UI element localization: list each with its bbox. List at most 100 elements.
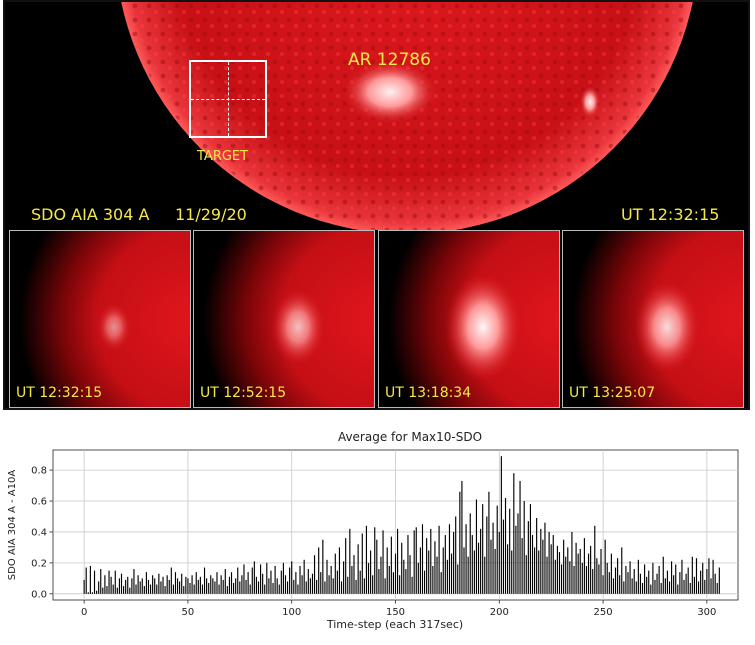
bar	[548, 531, 550, 594]
bar	[170, 567, 172, 594]
bar	[353, 555, 355, 594]
bar	[372, 575, 374, 594]
bar	[695, 558, 698, 594]
bar	[320, 572, 322, 594]
bar	[374, 527, 376, 594]
bar	[218, 584, 220, 594]
bar	[475, 499, 478, 594]
bar	[343, 561, 345, 594]
flare-brightening	[97, 303, 131, 351]
thumbnail-image	[379, 231, 559, 407]
bar	[251, 567, 253, 594]
y-axis-label: SDO AIA 304 A - A10A	[7, 470, 18, 581]
bar	[627, 572, 629, 594]
bar	[324, 581, 326, 594]
bar	[179, 581, 181, 594]
bar	[600, 548, 602, 594]
bar	[127, 576, 129, 594]
bar	[675, 564, 677, 594]
bar	[260, 564, 262, 594]
bar	[199, 576, 201, 594]
bar	[704, 579, 706, 594]
bar	[668, 581, 671, 594]
bar	[359, 570, 361, 594]
bar	[230, 572, 233, 594]
bar	[214, 581, 216, 594]
bar	[641, 582, 644, 594]
bar	[585, 565, 588, 594]
bar	[712, 559, 714, 594]
thumbnail-frame-1: UT 12:32:15	[9, 230, 191, 408]
bar	[681, 559, 683, 594]
bar	[176, 578, 179, 594]
bar	[718, 567, 720, 594]
bar	[664, 578, 666, 594]
x-tick-label: 0	[81, 607, 87, 618]
bar	[143, 586, 145, 594]
bar	[340, 581, 343, 594]
bar	[635, 581, 637, 594]
bar	[382, 530, 384, 594]
bar	[511, 550, 513, 594]
bar	[671, 561, 673, 594]
bar	[662, 556, 664, 594]
bar	[554, 559, 556, 594]
bar	[110, 576, 112, 594]
bar	[563, 539, 565, 594]
y-tick-label: 0.0	[31, 589, 47, 600]
bar	[338, 547, 341, 594]
bar	[639, 573, 642, 594]
bar	[129, 587, 131, 594]
bar	[239, 581, 241, 594]
bar	[401, 542, 403, 594]
bar	[301, 575, 303, 594]
bar	[181, 573, 183, 594]
bar	[349, 528, 351, 594]
bar	[552, 535, 554, 594]
bar	[644, 564, 646, 594]
bar	[592, 569, 594, 594]
bar	[673, 575, 675, 594]
bar	[120, 573, 123, 594]
bar	[556, 545, 558, 594]
bar	[629, 561, 631, 594]
thumbnail-image	[10, 231, 190, 407]
bar	[428, 550, 430, 594]
bar	[363, 578, 365, 594]
bar	[714, 573, 716, 594]
sun-full-disk-view: AR 12786 TARGET SDO AIA 304 A 11/29/20 U…	[5, 2, 748, 234]
bar	[450, 553, 453, 594]
bar	[509, 508, 511, 594]
bar	[534, 547, 536, 594]
bar	[473, 550, 475, 594]
bar	[409, 555, 411, 594]
active-region-glow	[342, 60, 438, 124]
bar	[318, 547, 320, 594]
bar	[212, 578, 214, 594]
bar	[521, 538, 523, 594]
bar	[461, 480, 463, 594]
bar	[93, 570, 96, 594]
bar	[154, 578, 156, 594]
bar	[282, 562, 284, 594]
bar	[361, 533, 363, 594]
bar	[417, 562, 419, 594]
bar	[546, 556, 548, 594]
bar	[241, 575, 243, 594]
bar	[247, 572, 249, 594]
bar	[235, 578, 237, 594]
bar	[147, 579, 150, 594]
bar	[538, 550, 540, 594]
bar	[336, 570, 338, 594]
bar	[604, 539, 606, 594]
bar	[679, 572, 681, 594]
bar	[523, 501, 525, 594]
bar	[689, 582, 691, 594]
bar	[529, 504, 531, 594]
bar	[484, 556, 486, 594]
bar	[608, 572, 610, 594]
bar	[646, 576, 648, 594]
bar	[421, 524, 424, 594]
bar	[440, 572, 442, 594]
bar	[139, 581, 141, 594]
